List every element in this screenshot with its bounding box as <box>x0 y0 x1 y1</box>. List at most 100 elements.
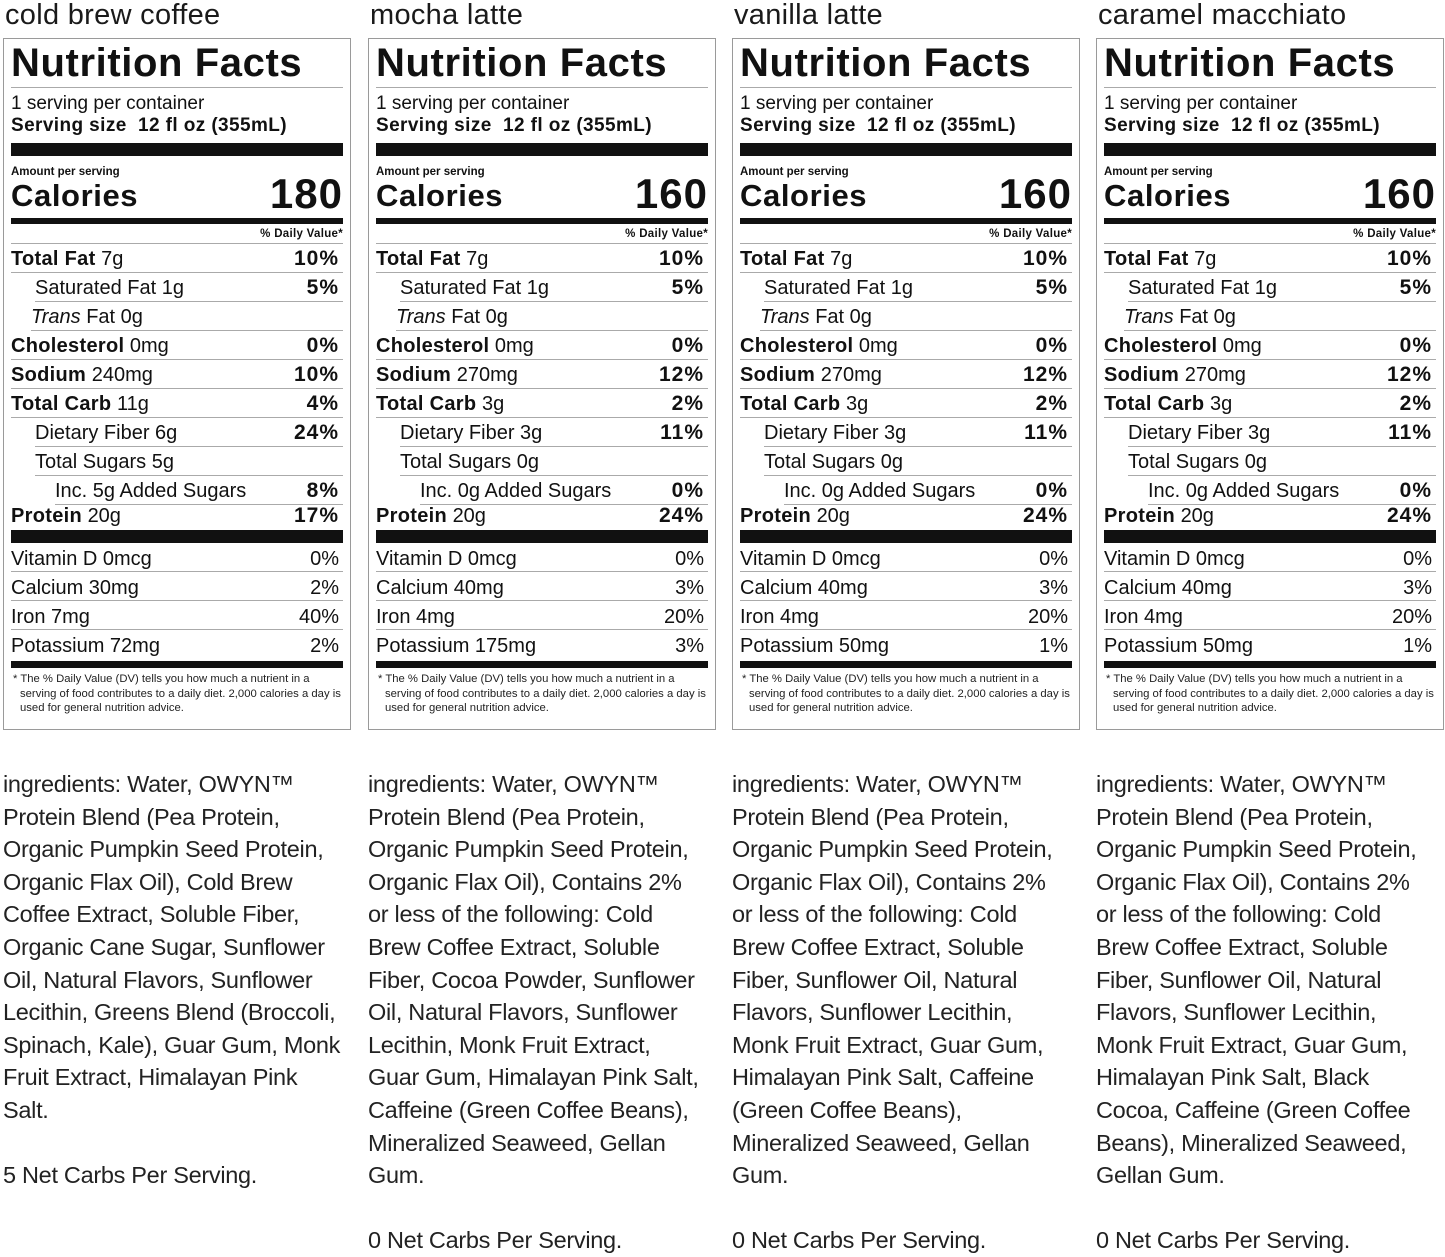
nutrient-daily-value: 0% <box>1035 334 1068 357</box>
nutrient-label: Protein <box>740 505 811 527</box>
nutrition-facts-label: Nutrition Facts 1 serving per container … <box>732 38 1080 730</box>
ingredients-line: ingredients: Water, OWYN™ <box>732 771 1023 797</box>
ingredients-line: Monk Fruit Extract, Guar Gum, <box>732 1031 1044 1058</box>
vitamin-label: Calcium 40mg <box>1104 577 1232 599</box>
ingredients: ingredients: Water, OWYN™ Protein Blend (… <box>368 768 728 1257</box>
nutrient-label: Protein <box>1104 505 1175 527</box>
vitamin-daily-value: 20% <box>1027 606 1068 628</box>
nutrient-daily-value: 24% <box>293 421 339 444</box>
nutrient-row: Trans Fat 0g <box>1124 302 1436 331</box>
nutrition-facts-label: Nutrition Facts 1 serving per container … <box>1096 38 1444 730</box>
ingredients-line: or less of the following: Cold <box>732 901 1017 928</box>
nutrient-daily-value: 0% <box>306 334 339 357</box>
ingredients-line: Gum. <box>368 1162 425 1189</box>
nutrient-row: Trans Fat 0g <box>760 302 1072 331</box>
nutrient-daily-value: 17% <box>293 504 339 527</box>
nutrient-row: Total Carb 3g 2% <box>740 389 1072 418</box>
nutrient-amount: 20g <box>87 505 121 527</box>
ingredients-line: Organic Flax Oil), Contains 2% <box>1096 868 1410 895</box>
amount-per-serving: Amount per serving <box>376 166 485 178</box>
nutrient-label: Cholesterol <box>376 335 490 357</box>
nutrient-row: Total Sugars 5g <box>35 447 343 476</box>
nutrient-label: Saturated Fat 1g <box>35 277 184 299</box>
nutrient-label: Protein <box>11 505 82 527</box>
nutrient-daily-value: 5% <box>1399 276 1432 299</box>
nutrient-label: Trans <box>396 306 446 328</box>
ingredients-line: Fiber, Sunflower Oil, Natural <box>732 966 1018 993</box>
calories-value: 180 <box>269 170 343 217</box>
vitamin-label: Iron 7mg <box>11 606 90 628</box>
thick-divider <box>740 530 1072 543</box>
nutrient-label: Inc. 0g Added Sugars <box>784 480 976 502</box>
medium-divider <box>376 661 708 668</box>
nutrient-row: Total Fat 7g 10% <box>376 244 708 273</box>
nutrient-row: Protein 20g 24% <box>376 505 708 529</box>
thick-divider <box>376 530 708 543</box>
servings-per-container: 1 serving per container <box>1104 93 1298 114</box>
vitamin-label: Vitamin D 0mcg <box>1104 548 1245 570</box>
nutrient-daily-value: 4% <box>306 392 339 415</box>
vitamin-daily-value: 3% <box>1403 577 1432 599</box>
nutrient-label: Sodium <box>11 364 87 386</box>
nutrient-row: Dietary Fiber 3g 11% <box>1128 418 1436 447</box>
net-carbs: 0 Net Carbs Per Serving. <box>732 1227 987 1254</box>
ingredients-line: Oil, Natural Flavors, Sunflower <box>3 966 313 993</box>
vitamin-label: Potassium 72mg <box>11 635 160 657</box>
vitamin-label: Calcium 30mg <box>11 577 139 599</box>
nutrient-daily-value <box>704 447 708 475</box>
nutrient-row: Saturated Fat 1g 5% <box>764 273 1072 302</box>
serving-size: Serving size 12 fl oz (355mL) <box>376 115 708 137</box>
ingredients-line: Flavors, Sunflower Lecithin, <box>1096 999 1377 1026</box>
nutrient-label: Total Fat <box>740 248 825 270</box>
nutrient-daily-value: 12% <box>1386 363 1432 386</box>
nutrient-row: Cholesterol 0mg 0% <box>1104 331 1436 360</box>
ingredients-line: Flavors, Sunflower Lecithin, <box>732 999 1013 1026</box>
nutrient-daily-value: 12% <box>1022 363 1068 386</box>
nutrient-label: Total Fat <box>376 248 461 270</box>
vitamin-row: Iron 4mg 20% <box>740 601 1072 630</box>
calories-label: Calories <box>11 178 139 213</box>
serving-size: Serving size 12 fl oz (355mL) <box>11 115 343 137</box>
vitamin-daily-value: 1% <box>1039 635 1068 657</box>
nutrient-row: Protein 20g 24% <box>740 505 1072 529</box>
nutrient-amount: 20g <box>816 505 850 527</box>
net-carbs: 0 Net Carbs Per Serving. <box>368 1227 623 1254</box>
vitamin-daily-value: 0% <box>310 548 339 570</box>
nutrient-amount: 0mg <box>1222 335 1262 357</box>
nutrient-label: Total Sugars 0g <box>764 451 903 473</box>
nutrient-daily-value: 0% <box>671 479 704 502</box>
product-column: vanilla latte Nutrition Facts 1 serving … <box>732 0 1092 1257</box>
serving-size-value: 12 fl oz (355mL) <box>503 115 652 136</box>
medium-divider <box>11 218 343 224</box>
nutrient-label: Sodium <box>1104 364 1180 386</box>
ingredients-line: Organic Flax Oil), Cold Brew <box>3 868 293 895</box>
vitamin-row: Vitamin D 0mcg 0% <box>376 543 708 572</box>
ingredients: ingredients: Water, OWYN™ Protein Blend (… <box>1096 768 1445 1257</box>
nutrient-daily-value: 2% <box>671 392 704 415</box>
vitamin-daily-value: 20% <box>1391 606 1432 628</box>
product-name: vanilla latte <box>734 0 883 31</box>
calories-label: Calories <box>376 178 504 213</box>
ingredients-line: Gellan Gum. <box>1096 1162 1225 1189</box>
nutrient-amount: 7g <box>830 248 853 270</box>
serving-size-value: 12 fl oz (355mL) <box>1231 115 1380 136</box>
footnote: * The % Daily Value (DV) tells you how m… <box>378 673 706 714</box>
nutrient-daily-value: 10% <box>293 363 339 386</box>
vitamin-row: Potassium 50mg 1% <box>740 630 1072 659</box>
vitamin-label: Calcium 40mg <box>376 577 504 599</box>
nutrient-amount: 11g <box>116 393 149 415</box>
label-title: Nutrition Facts <box>376 41 708 88</box>
product-column: cold brew coffee Nutrition Facts 1 servi… <box>3 0 363 1192</box>
vitamin-label: Vitamin D 0mcg <box>11 548 152 570</box>
nutrient-amount: 0mg <box>494 335 534 357</box>
nutrient-row: Total Fat 7g 10% <box>740 244 1072 273</box>
vitamin-daily-value: 2% <box>310 635 339 657</box>
label-title: Nutrition Facts <box>1104 41 1436 88</box>
ingredients-line: Protein Blend (Pea Protein, <box>1096 803 1373 830</box>
ingredients-line: Brew Coffee Extract, Soluble <box>732 933 1024 960</box>
vitamin-row: Calcium 40mg 3% <box>1104 572 1436 601</box>
nutrient-amount: 270mg <box>820 364 882 386</box>
nutrient-row: Sodium 240mg 10% <box>11 360 343 389</box>
ingredients-line: Lecithin, Monk Fruit Extract, <box>368 1031 651 1058</box>
nutrient-amount: 7g <box>101 248 124 270</box>
